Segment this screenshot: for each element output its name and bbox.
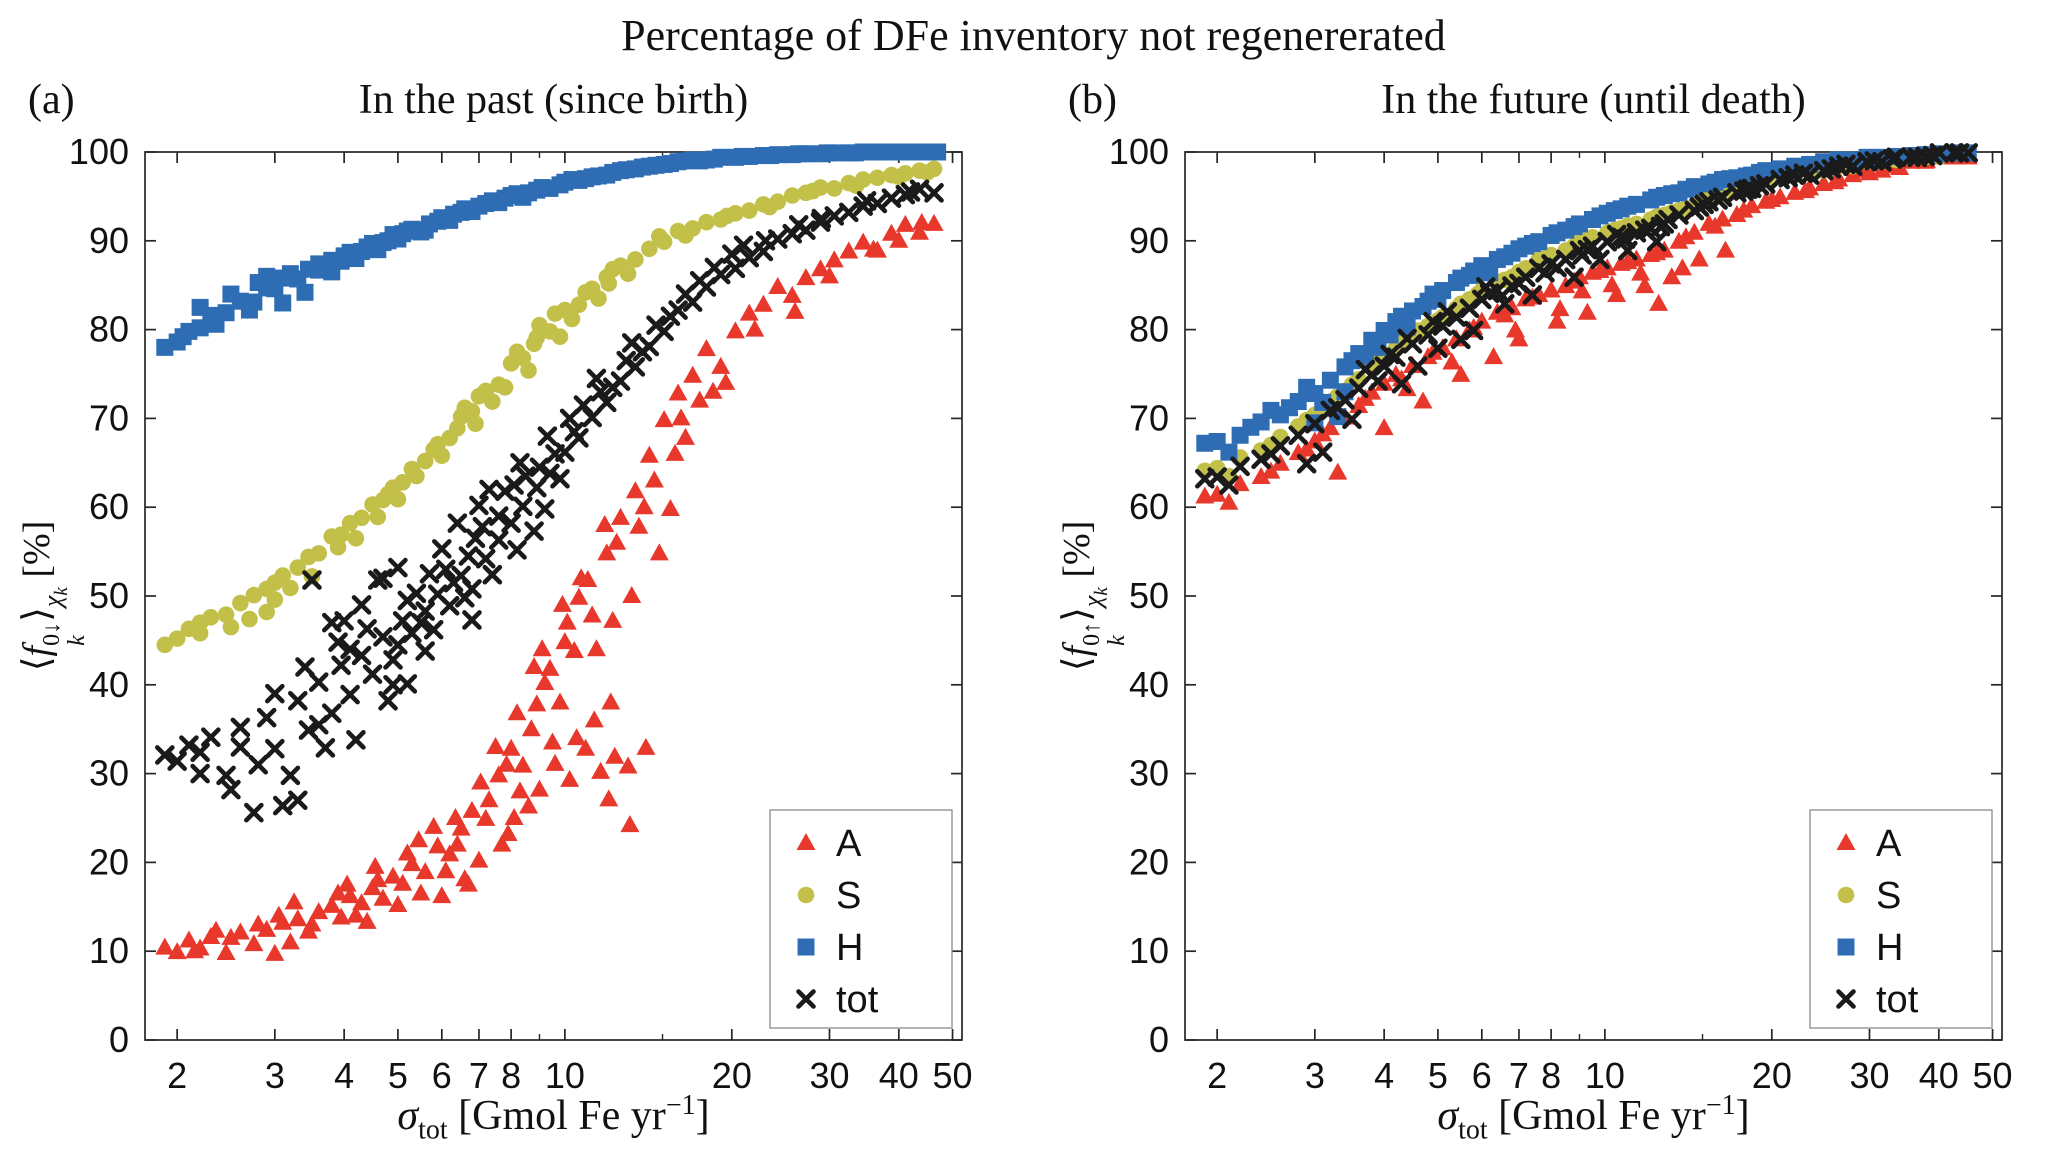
- y-tick-label: 0: [1149, 1019, 1169, 1060]
- series-tot-points: [155, 179, 944, 823]
- figure-title: Percentage of DFe inventory not regenere…: [621, 11, 1446, 60]
- series-H-points: [1196, 144, 1977, 461]
- y-tick-label: 50: [89, 575, 129, 616]
- xlabel-sigma: σ: [1437, 1093, 1459, 1139]
- x-tick-label: 10: [545, 1055, 585, 1096]
- x-tick-label: 40: [879, 1055, 919, 1096]
- x-tick-label: 2: [167, 1055, 187, 1096]
- y-tick-label: 30: [1129, 753, 1169, 794]
- xlabel-unit-exp: −1: [665, 1090, 696, 1121]
- legend-label-H: H: [836, 927, 863, 969]
- y-tick-label: 10: [1129, 930, 1169, 971]
- y-tick-label: 60: [89, 486, 129, 527]
- y-tick-label: 90: [1129, 220, 1169, 261]
- y-tick-label: 90: [89, 220, 129, 261]
- y-tick-label: 40: [1129, 664, 1169, 705]
- axes: 2 3 4 5 6 7 8 10 20 30 40 50 0 10 20 30 40 50 60 70 80 90 100: [1109, 131, 2013, 1096]
- legend-label-S: S: [836, 875, 861, 917]
- panel-b-x-axis-label: σtot [Gmol Fe yr−1]: [1185, 1092, 2002, 1144]
- x-tick-label: 50: [1973, 1055, 2013, 1096]
- xlabel-sigma-sub: tot: [418, 1114, 448, 1146]
- x-tick-label: 30: [809, 1055, 849, 1096]
- panel-b-label: (b): [1068, 77, 1117, 123]
- y-tick-label: 70: [1129, 397, 1169, 438]
- x-tick-label: 8: [501, 1055, 521, 1096]
- x-tick-label: 40: [1919, 1055, 1959, 1096]
- xlabel-sigma-sub: tot: [1458, 1114, 1488, 1146]
- xlabel-unit: [Gmol Fe yr: [1487, 1093, 1706, 1139]
- x-tick-label: 20: [712, 1055, 752, 1096]
- panel-b-plot: 2 3 4 5 6 7 8 10 20 30 40 50 0 10 20 30 40 50 60 70 80 90 100 A…: [1109, 131, 2013, 1096]
- series-H-points: [156, 143, 947, 356]
- x-tick-label: 30: [1849, 1055, 1889, 1096]
- x-tick-label: 5: [388, 1055, 408, 1096]
- panel-a-title: In the past (since birth): [358, 77, 749, 123]
- x-tick-label: 5: [1428, 1055, 1448, 1096]
- x-tick-label: 7: [469, 1055, 489, 1096]
- x-tick-label: 4: [334, 1055, 354, 1096]
- axes: 2 3 4 5 6 7 8 10 20 30 40 50 0 10 20 30 40 50 60 70 80 90 100: [69, 131, 973, 1096]
- xlabel-unit: [Gmol Fe yr: [447, 1093, 666, 1139]
- y-tick-label: 0: [109, 1019, 129, 1060]
- panel-a-x-axis-label: σtot [Gmol Fe yr−1]: [145, 1092, 962, 1144]
- x-tick-label: 50: [933, 1055, 973, 1096]
- legend-label-S: S: [1876, 875, 1901, 917]
- legend-label-tot: tot: [836, 979, 879, 1021]
- y-tick-label: 30: [89, 753, 129, 794]
- xlabel-unit-exp: −1: [1705, 1090, 1736, 1121]
- xlabel-unit-close: ]: [1735, 1093, 1750, 1139]
- x-tick-label: 2: [1207, 1055, 1227, 1096]
- xlabel-sigma: σ: [397, 1093, 419, 1139]
- x-tick-label: 10: [1585, 1055, 1625, 1096]
- y-tick-label: 80: [89, 309, 129, 350]
- x-tick-label: 8: [1541, 1055, 1561, 1096]
- y-tick-label: 70: [89, 397, 129, 438]
- y-tick-label: 40: [89, 664, 129, 705]
- x-tick-label: 20: [1752, 1055, 1792, 1096]
- x-tick-label: 6: [1472, 1055, 1492, 1096]
- series-tot-points: [1195, 143, 1979, 495]
- x-tick-label: 4: [1374, 1055, 1394, 1096]
- legend-label-A: A: [1876, 823, 1902, 865]
- y-tick-label: 10: [89, 930, 129, 971]
- panel-a-plot: 2 3 4 5 6 7 8 10 20 30 40 50 0 10 20 30 40 50 60 70 80 90 100 A…: [69, 131, 973, 1096]
- legend-label-tot: tot: [1876, 979, 1919, 1021]
- y-tick-label: 50: [1129, 575, 1169, 616]
- panel-a-label: (a): [28, 77, 75, 123]
- y-tick-label: 20: [1129, 841, 1169, 882]
- x-tick-label: 6: [432, 1055, 452, 1096]
- x-tick-label: 3: [1305, 1055, 1325, 1096]
- x-tick-label: 7: [1509, 1055, 1529, 1096]
- y-tick-label: 80: [1129, 309, 1169, 350]
- y-tick-label: 20: [89, 841, 129, 882]
- y-tick-label: 100: [1109, 131, 1169, 172]
- xlabel-unit-close: ]: [695, 1093, 710, 1139]
- series-A-points: [155, 213, 944, 961]
- y-tick-label: 60: [1129, 486, 1169, 527]
- legend-label-H: H: [1876, 927, 1903, 969]
- panel-b-title: In the future (until death): [1381, 77, 1806, 123]
- series-S-points: [156, 160, 943, 654]
- x-tick-label: 3: [265, 1055, 285, 1096]
- legend-label-A: A: [836, 823, 862, 865]
- y-tick-label: 100: [69, 131, 129, 172]
